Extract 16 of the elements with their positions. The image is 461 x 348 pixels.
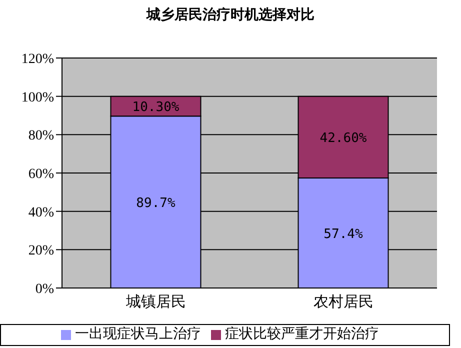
y-tick-label: 120%: [21, 52, 54, 67]
data-label: 42.60%: [320, 131, 367, 146]
y-tick-label: 40%: [28, 205, 54, 220]
y-tick-label: 60%: [28, 166, 54, 182]
data-label: 10.30%: [132, 100, 180, 116]
legend-label: 一出现症状马上治疗: [75, 327, 201, 342]
data-label: 57.4%: [324, 226, 363, 242]
y-tick-label: 100%: [21, 90, 54, 106]
legend-label: 症状比较严重才开始治疗: [225, 327, 379, 342]
x-tick-label: 城镇居民: [124, 294, 186, 311]
y-tick-label: 80%: [28, 128, 54, 144]
data-label: 89.7%: [136, 196, 176, 212]
chart-title: 城乡居民治疗时机选择对比: [145, 6, 316, 24]
y-tick-label: 20%: [28, 244, 54, 259]
y-tick-label: 0%: [35, 282, 54, 297]
x-tick-label: 农村居民: [313, 294, 374, 311]
